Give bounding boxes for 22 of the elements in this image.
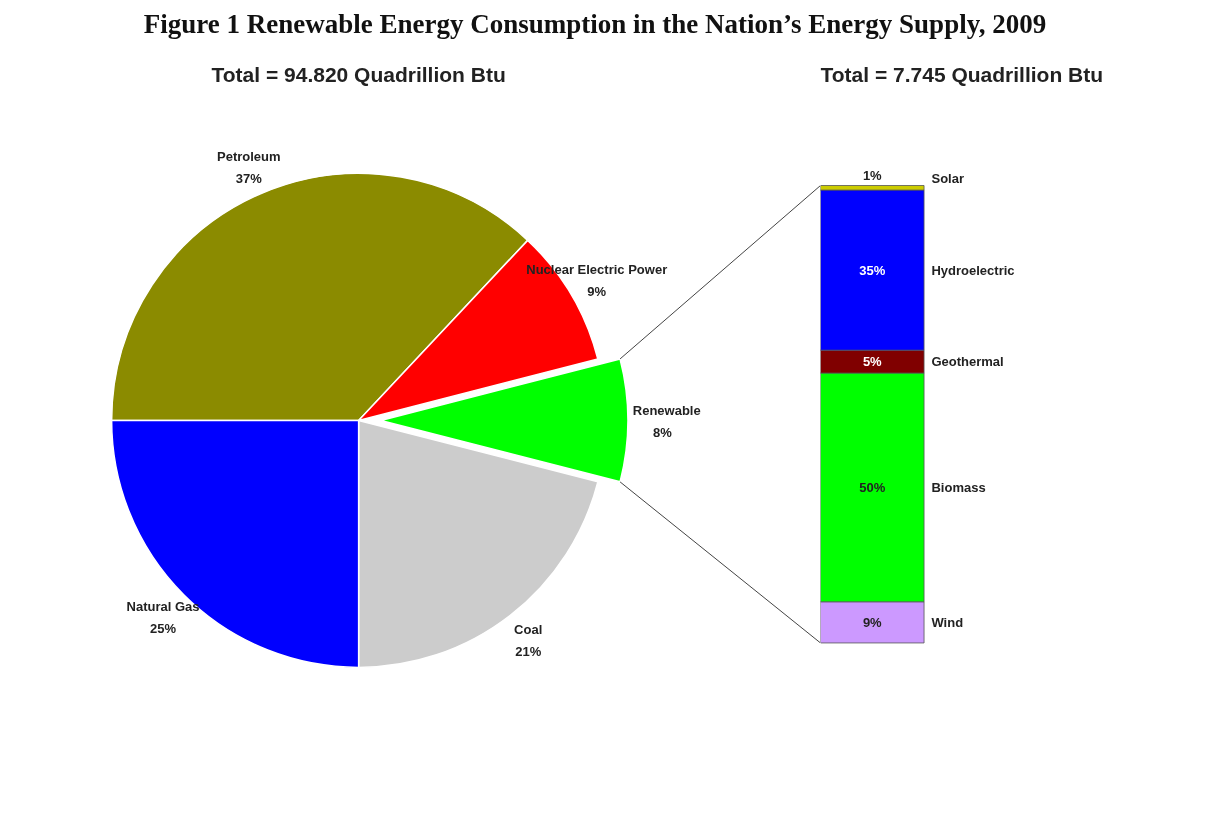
series-label: Biomass: [931, 479, 986, 495]
series-label: Geothermal: [931, 353, 1004, 369]
slice-label: Coal: [514, 621, 543, 637]
data-label: 25%: [150, 620, 177, 636]
chart-subtitle: Total = 7.745 Quadrillion Btu: [820, 62, 1104, 86]
data-label: 50%: [859, 479, 886, 495]
slice-label: Petroleum: [216, 148, 281, 164]
slice-label: Renewable: [632, 402, 701, 418]
slice-label: Natural Gas: [126, 598, 200, 614]
data-label: 1%: [862, 167, 883, 183]
data-label: 21%: [515, 643, 542, 659]
data-label: 35%: [859, 262, 886, 278]
series-label: Solar: [931, 170, 964, 186]
chart-title: Figure 1 Renewable Energy Consumption in the Nation’s Energy Supply, 2009: [143, 8, 1047, 41]
data-label: 8%: [653, 424, 673, 440]
data-label: 9%: [587, 283, 607, 299]
chart-subtitle: Total = 94.820 Quadrillion Btu: [211, 62, 506, 86]
data-label: 5%: [862, 353, 883, 369]
data-label: 9%: [862, 614, 883, 630]
series-label: Hydroelectric: [931, 262, 1015, 278]
data-label: 37%: [235, 170, 263, 186]
series-label: Wind: [931, 614, 964, 630]
